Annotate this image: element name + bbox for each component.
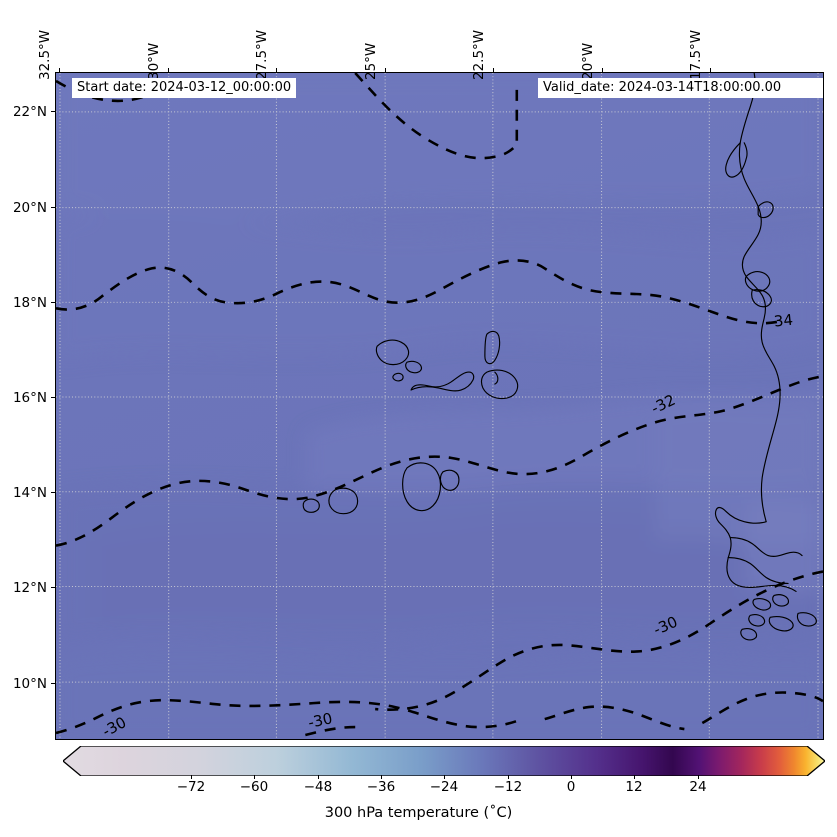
colorbar-gradient	[63, 746, 825, 776]
lat-tickmark	[51, 207, 55, 208]
colorbar-title: 300 hPa temperature (˚C)	[324, 805, 513, 821]
gridlines	[56, 73, 823, 739]
lat-tickmark	[51, 587, 55, 588]
lon-tickmark	[168, 68, 169, 72]
lat-tickmark	[51, 492, 55, 493]
lon-tick-label-5: 20°W	[580, 42, 596, 80]
temperature-field	[56, 73, 823, 739]
cb-tickmark	[318, 775, 319, 779]
cb-tick-label-5: −12	[493, 779, 523, 795]
lon-tick-label-4: 22.5°W	[471, 29, 487, 80]
contour-label--34: -34	[768, 311, 794, 331]
contour-label--30-right: -30	[651, 613, 681, 639]
cb-tick-label-4: −24	[429, 779, 459, 795]
lat-tick-label-2: 14°N	[12, 485, 47, 501]
lon-tickmark	[602, 68, 603, 72]
lat-tick-label-1: 12°N	[12, 580, 47, 596]
contour-label--32: -32	[648, 391, 678, 418]
lat-tickmark	[51, 111, 55, 112]
lat-tick-label-4: 18°N	[12, 295, 47, 311]
start-date-annotation: Start date: 2024-03-12_00:00:00	[72, 78, 297, 98]
cb-tick-label-2: −48	[303, 779, 333, 795]
lat-tick-label-0: 10°N	[12, 676, 47, 692]
lon-tickmark	[276, 68, 277, 72]
lon-tick-label-6: 17.5°W	[688, 29, 704, 80]
valid-date-annotation: Valid_date: 2024-03-14T18:00:00.00	[538, 78, 823, 98]
lat-tick-label-3: 16°N	[12, 390, 47, 406]
lat-tickmark	[51, 683, 55, 684]
lon-tick-label-2: 27.5°W	[254, 29, 270, 80]
lon-tickmark	[59, 68, 60, 72]
colorbar[interactable]	[63, 746, 825, 776]
map-overlay: -34 -32 -30 -30 -30	[56, 73, 823, 739]
lat-tick-label-5: 20°N	[12, 200, 47, 216]
lat-tick-label-6: 22°N	[12, 104, 47, 120]
lat-tickmark	[51, 397, 55, 398]
lat-tickmark	[51, 302, 55, 303]
cb-tickmark	[444, 775, 445, 779]
cb-tick-label-0: −72	[176, 779, 206, 795]
lon-tick-label-3: 25°W	[363, 42, 379, 80]
lon-tick-label-1: 30°W	[146, 42, 162, 80]
cb-tickmark	[381, 775, 382, 779]
cb-tickmark	[571, 775, 572, 779]
contour-label--30-left: -30	[99, 713, 129, 739]
contour-lines	[56, 73, 823, 737]
contour-label--30-mid: -30	[306, 709, 334, 732]
coastlines	[302, 73, 817, 641]
cb-tick-label-1: −60	[239, 779, 269, 795]
cb-tick-label-3: −36	[366, 779, 396, 795]
map-plot-area[interactable]: -34 -32 -30 -30 -30	[55, 72, 824, 740]
cb-tick-label-7: 12	[625, 779, 643, 795]
lon-tickmark	[385, 68, 386, 72]
lon-tickmark	[493, 68, 494, 72]
cb-tick-label-6: 0	[566, 779, 576, 795]
contour-labels: -34 -32 -30 -30 -30	[99, 311, 794, 739]
lon-tickmark	[710, 68, 711, 72]
cb-tickmark	[634, 775, 635, 779]
cb-tickmark	[191, 775, 192, 779]
lon-tick-label-0: 32.5°W	[37, 29, 53, 80]
cb-tick-label-8: 24	[689, 779, 707, 795]
cb-tickmark	[254, 775, 255, 779]
cb-tickmark	[508, 775, 509, 779]
cb-tickmark	[698, 775, 699, 779]
